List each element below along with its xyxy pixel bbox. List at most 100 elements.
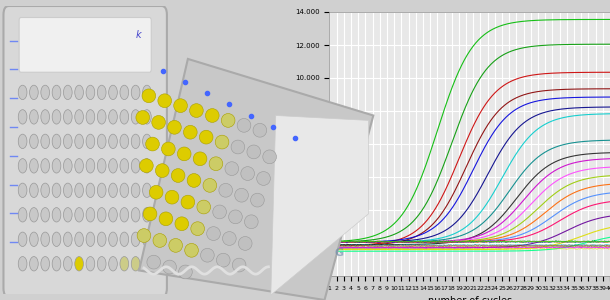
Circle shape — [131, 256, 140, 271]
Circle shape — [98, 134, 106, 148]
Circle shape — [219, 183, 232, 197]
Circle shape — [203, 178, 217, 192]
Circle shape — [175, 217, 188, 231]
Circle shape — [109, 183, 117, 197]
Circle shape — [63, 134, 72, 148]
X-axis label: number of cycles: number of cycles — [428, 296, 512, 300]
Circle shape — [120, 110, 129, 124]
Circle shape — [156, 164, 169, 178]
Circle shape — [169, 238, 182, 252]
Circle shape — [41, 256, 49, 271]
Circle shape — [158, 94, 171, 108]
Circle shape — [168, 120, 181, 134]
Circle shape — [146, 137, 159, 151]
Circle shape — [187, 174, 201, 187]
Circle shape — [109, 110, 117, 124]
Circle shape — [178, 147, 191, 161]
Circle shape — [75, 134, 84, 148]
Circle shape — [86, 208, 95, 222]
Circle shape — [185, 243, 198, 257]
Circle shape — [63, 159, 72, 173]
Circle shape — [29, 256, 38, 271]
Circle shape — [52, 110, 61, 124]
Circle shape — [149, 185, 163, 199]
Y-axis label: Delta Rn: Delta Rn — [279, 123, 289, 165]
Circle shape — [75, 232, 84, 247]
Circle shape — [231, 140, 245, 154]
Circle shape — [109, 85, 117, 100]
Circle shape — [109, 159, 117, 173]
Circle shape — [75, 183, 84, 197]
Circle shape — [98, 183, 106, 197]
Circle shape — [241, 167, 254, 180]
Circle shape — [143, 159, 151, 173]
Circle shape — [98, 256, 106, 271]
Circle shape — [237, 118, 251, 132]
Circle shape — [29, 85, 38, 100]
Circle shape — [18, 183, 27, 197]
Circle shape — [98, 232, 106, 247]
Circle shape — [86, 85, 95, 100]
Circle shape — [41, 110, 49, 124]
Circle shape — [190, 104, 203, 118]
Circle shape — [217, 253, 230, 267]
FancyBboxPatch shape — [19, 17, 151, 72]
Circle shape — [109, 256, 117, 271]
Circle shape — [165, 190, 179, 204]
Circle shape — [143, 232, 151, 247]
Circle shape — [209, 157, 223, 171]
Circle shape — [153, 234, 167, 248]
Circle shape — [131, 183, 140, 197]
Circle shape — [207, 227, 220, 241]
Circle shape — [136, 111, 149, 124]
Circle shape — [171, 169, 185, 182]
Circle shape — [143, 85, 151, 100]
Circle shape — [86, 134, 95, 148]
Circle shape — [131, 159, 140, 173]
Circle shape — [143, 183, 151, 197]
Circle shape — [120, 256, 129, 271]
Circle shape — [253, 123, 267, 137]
Circle shape — [52, 256, 61, 271]
Text: G: G — [334, 248, 343, 258]
Circle shape — [75, 256, 84, 271]
Circle shape — [191, 222, 204, 236]
Circle shape — [98, 110, 106, 124]
Circle shape — [143, 256, 151, 271]
Circle shape — [215, 135, 229, 149]
Circle shape — [29, 183, 38, 197]
Circle shape — [143, 134, 151, 148]
Circle shape — [52, 208, 61, 222]
Circle shape — [120, 85, 129, 100]
Circle shape — [152, 116, 165, 129]
Circle shape — [63, 208, 72, 222]
Circle shape — [75, 159, 84, 173]
Circle shape — [18, 232, 27, 247]
Circle shape — [41, 183, 49, 197]
Circle shape — [131, 208, 140, 222]
Circle shape — [147, 255, 160, 269]
Circle shape — [109, 208, 117, 222]
Circle shape — [223, 232, 236, 245]
Circle shape — [41, 232, 49, 247]
Circle shape — [229, 210, 242, 224]
Circle shape — [140, 159, 153, 172]
Circle shape — [109, 232, 117, 247]
Circle shape — [221, 113, 235, 127]
Text: k: k — [135, 30, 142, 40]
Circle shape — [29, 159, 38, 173]
Circle shape — [41, 208, 49, 222]
Circle shape — [197, 200, 210, 214]
Circle shape — [18, 159, 27, 173]
Circle shape — [52, 134, 61, 148]
Circle shape — [18, 208, 27, 222]
Circle shape — [174, 99, 187, 112]
Circle shape — [41, 134, 49, 148]
Circle shape — [41, 159, 49, 173]
Circle shape — [75, 110, 84, 124]
Circle shape — [247, 145, 260, 159]
Circle shape — [86, 256, 95, 271]
Circle shape — [213, 205, 226, 219]
Circle shape — [18, 134, 27, 148]
Circle shape — [120, 208, 129, 222]
